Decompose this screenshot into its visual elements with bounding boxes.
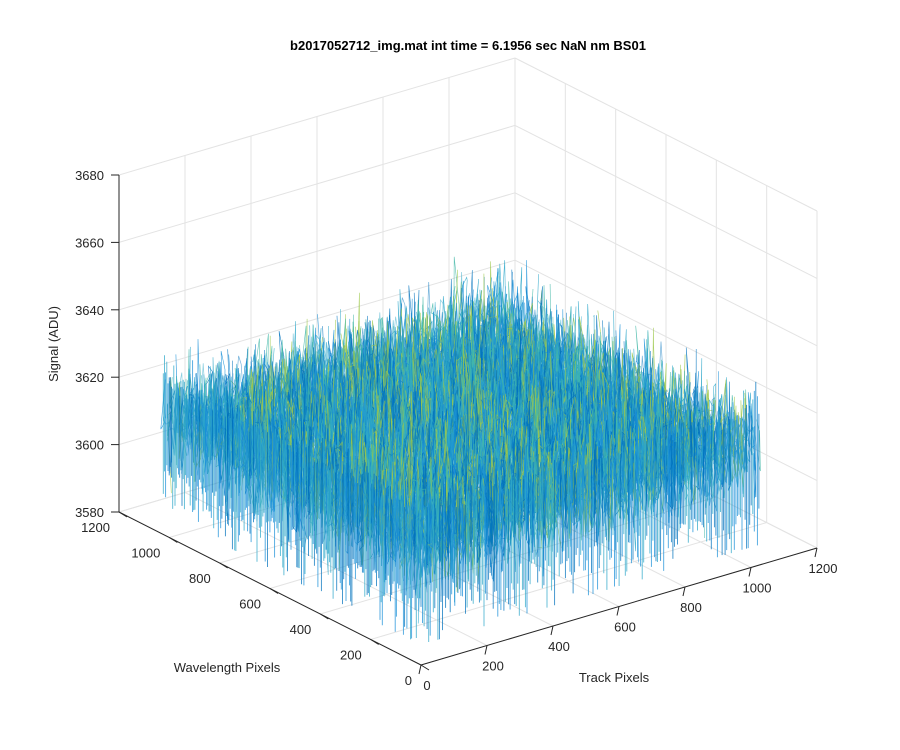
surface-trace xyxy=(573,344,581,372)
back-wall-grid-line xyxy=(118,124,516,243)
back-wall-grid-line xyxy=(118,192,516,311)
side-wall-grid-line xyxy=(514,124,818,279)
x-tick-label: 800 xyxy=(680,600,702,615)
x-tick-mark xyxy=(550,625,554,636)
x-tick-mark xyxy=(484,645,488,655)
x-tick-label: 400 xyxy=(548,639,570,654)
surface-trace xyxy=(395,385,401,453)
y-tick-label: 400 xyxy=(290,622,312,637)
side-wall-grid-line xyxy=(514,259,818,414)
surface-trace xyxy=(462,276,468,328)
y-tick-mark xyxy=(169,537,178,543)
x-tick-label: 1000 xyxy=(743,581,772,596)
y-tick-mark xyxy=(118,511,128,518)
surface-trace xyxy=(291,430,296,515)
y-tick-mark xyxy=(320,613,329,620)
z-tick-label: 3580 xyxy=(75,505,104,520)
x-tick-mark xyxy=(418,664,422,675)
surface-trace xyxy=(400,358,404,437)
z-tick-label: 3600 xyxy=(75,438,104,453)
z-tick-label: 3660 xyxy=(75,235,104,250)
back-wall-grid-line xyxy=(118,259,516,378)
chart-title: b2017052712_img.mat int time = 6.1956 se… xyxy=(290,38,646,53)
y-tick-label: 0 xyxy=(405,673,412,688)
surface-trace xyxy=(496,414,503,527)
y-tick-mark xyxy=(219,562,228,569)
floor-grid-line xyxy=(370,522,767,640)
x-tick-mark xyxy=(616,606,620,616)
y-tick-mark xyxy=(269,588,279,594)
surface-trace xyxy=(696,371,701,417)
z-axis-label: Signal (ADU) xyxy=(46,306,61,382)
x-tick-label: 1200 xyxy=(809,561,838,576)
surface-trace xyxy=(464,339,467,373)
side-wall-grid-line xyxy=(514,192,818,347)
surface-trace xyxy=(430,351,438,450)
back-wall-grid-line xyxy=(118,57,516,176)
x-tick-label: 200 xyxy=(482,659,504,674)
z-tick-label: 3620 xyxy=(75,370,104,385)
y-tick-mark xyxy=(420,664,430,671)
x-tick-mark xyxy=(814,547,818,558)
x-tick-label: 0 xyxy=(423,678,430,693)
z-tick-label: 3680 xyxy=(75,168,104,183)
surface-trace xyxy=(420,426,424,476)
y-tick-mark xyxy=(370,639,379,645)
x-tick-mark xyxy=(682,586,686,597)
y-axis-label: Wavelength Pixels xyxy=(174,660,281,675)
y-tick-label: 800 xyxy=(189,571,211,586)
y-tick-label: 600 xyxy=(239,597,261,612)
surface-trace xyxy=(212,372,217,460)
side-wall-grid-line xyxy=(514,57,818,212)
z-tick-label: 3640 xyxy=(75,303,104,318)
x-tick-mark xyxy=(748,567,752,577)
x-tick-label: 600 xyxy=(614,620,636,635)
surface-plot xyxy=(160,256,761,642)
surface-trace xyxy=(484,440,491,522)
surface-trace xyxy=(453,334,458,392)
y-tick-label: 1200 xyxy=(81,520,110,535)
surface-trace xyxy=(488,391,493,439)
surface-trace xyxy=(303,440,311,491)
y-tick-label: 200 xyxy=(340,648,362,663)
y-tick-label: 1000 xyxy=(131,546,160,561)
x-axis-label: Track Pixels xyxy=(579,670,650,685)
